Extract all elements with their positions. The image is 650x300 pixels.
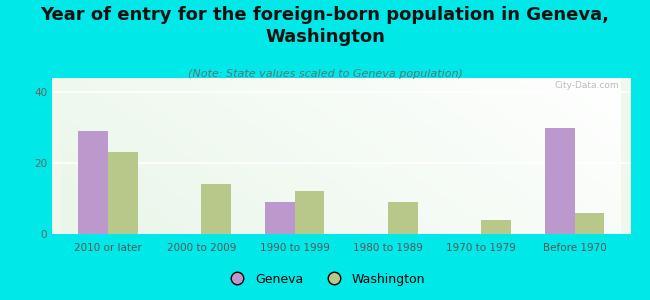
Bar [294,191,324,234]
Bar [265,202,294,234]
Text: City-Data.com: City-Data.com [554,81,619,90]
Bar [575,213,604,234]
Text: (Note: State values scaled to Geneva population): (Note: State values scaled to Geneva pop… [188,69,462,79]
Legend: Geneva, Washington: Geneva, Washington [220,268,430,291]
Bar [202,184,231,234]
Bar [481,220,511,234]
Bar [78,131,108,234]
Bar [108,152,138,234]
Bar [388,202,418,234]
Bar [545,128,575,234]
Text: Year of entry for the foreign-born population in Geneva,
Washington: Year of entry for the foreign-born popul… [40,6,610,46]
